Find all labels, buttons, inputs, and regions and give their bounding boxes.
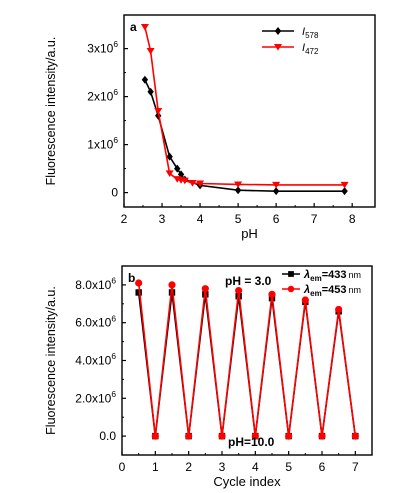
legend-label: λem=433 nm — [303, 269, 361, 283]
data-point — [301, 296, 309, 304]
y-tick-label: 0 — [111, 186, 118, 200]
data-point — [135, 289, 142, 296]
data-point — [154, 108, 163, 115]
y-tick-label: 2x106 — [87, 87, 118, 103]
chart-panel-b: 0 1 2 3 4 5 6 7 0.0 2.0x106 4.0x106 6.0x106 8.0x106 C… — [44, 265, 373, 489]
data-point — [185, 432, 193, 440]
x-tick-label: 4 — [252, 460, 259, 474]
data-point — [166, 152, 173, 161]
y-tick-label: 2.0x106 — [75, 389, 116, 405]
data-point — [285, 432, 293, 440]
data-point — [135, 279, 143, 287]
legend-marker — [274, 27, 282, 35]
data-point — [272, 181, 281, 189]
data-point — [335, 305, 343, 314]
y-tick-label: 0.0 — [99, 429, 116, 443]
data-point — [151, 432, 159, 440]
data-point — [196, 180, 205, 188]
y-tick-label: 4.0x106 — [75, 351, 116, 367]
data-point — [251, 432, 259, 440]
legend: I578 I472 — [262, 26, 319, 56]
x-tick-label: 6 — [319, 460, 326, 474]
x-tick-label: 8 — [349, 212, 356, 226]
legend-marker — [274, 44, 282, 51]
x-tick-label: 0 — [119, 460, 126, 474]
chart-panel-a: 2 3 4 5 6 7 8 0 1x106 2x106 3x106 pH Fluorescence in… — [44, 14, 376, 241]
annotation-top: pH = 3.0 — [225, 274, 272, 288]
data-point — [351, 432, 359, 440]
legend-label: λem=453 nm — [303, 284, 361, 298]
legend-marker — [288, 271, 294, 277]
y-tick-label: 1x106 — [87, 135, 118, 151]
data-point — [174, 164, 181, 173]
series-1 — [141, 75, 348, 196]
series-2 — [135, 279, 359, 440]
y-tick-label: 3x106 — [87, 39, 118, 55]
data-point — [188, 180, 197, 187]
x-tick-label: 5 — [285, 460, 292, 474]
legend-label: I472 — [302, 42, 319, 56]
data-point — [201, 285, 209, 293]
data-point — [234, 186, 242, 195]
data-point — [141, 75, 149, 84]
panel-label: b — [128, 271, 135, 285]
x-axis-label: Cycle index — [213, 474, 281, 489]
series-line — [144, 79, 345, 192]
x-axis-label: pH — [241, 226, 258, 241]
y-tick-label: 6.0x106 — [75, 313, 116, 329]
data-point — [234, 181, 243, 189]
data-point — [218, 432, 226, 440]
legend-label: I578 — [302, 26, 319, 40]
x-tick-label: 7 — [311, 212, 318, 226]
data-point — [140, 24, 149, 31]
annotation-bottom: pH=10.0 — [228, 435, 275, 449]
x-tick-label: 3 — [159, 212, 166, 226]
series-2 — [140, 24, 349, 189]
data-point — [180, 177, 189, 185]
y-axis-label: Fluorescence intensity/a.u. — [44, 286, 58, 435]
data-point — [147, 87, 154, 96]
plot-frame — [123, 14, 376, 208]
x-tick-label: 1 — [152, 460, 159, 474]
y-axis-label: Fluorescence intensity/a.u. — [44, 37, 58, 186]
data-point — [146, 48, 155, 55]
data-point — [272, 187, 280, 196]
data-point — [340, 181, 349, 189]
data-point — [341, 187, 348, 196]
data-point — [318, 432, 326, 440]
x-tick-label: 2 — [121, 212, 128, 226]
data-point — [168, 289, 176, 296]
y-tick-label: 8.0x106 — [75, 276, 116, 292]
data-point — [235, 286, 243, 295]
series-line — [137, 282, 357, 437]
x-tick-label: 7 — [352, 460, 359, 474]
data-point — [168, 281, 176, 289]
data-point — [165, 170, 174, 177]
x-tick-label: 5 — [235, 212, 242, 226]
panel-label: a — [130, 20, 137, 34]
legend-marker — [287, 285, 295, 293]
x-tick-label: 4 — [197, 212, 204, 226]
x-tick-label: 2 — [185, 460, 192, 474]
x-tick-label: 3 — [219, 460, 226, 474]
data-point — [268, 290, 276, 298]
x-tick-label: 6 — [273, 212, 280, 226]
